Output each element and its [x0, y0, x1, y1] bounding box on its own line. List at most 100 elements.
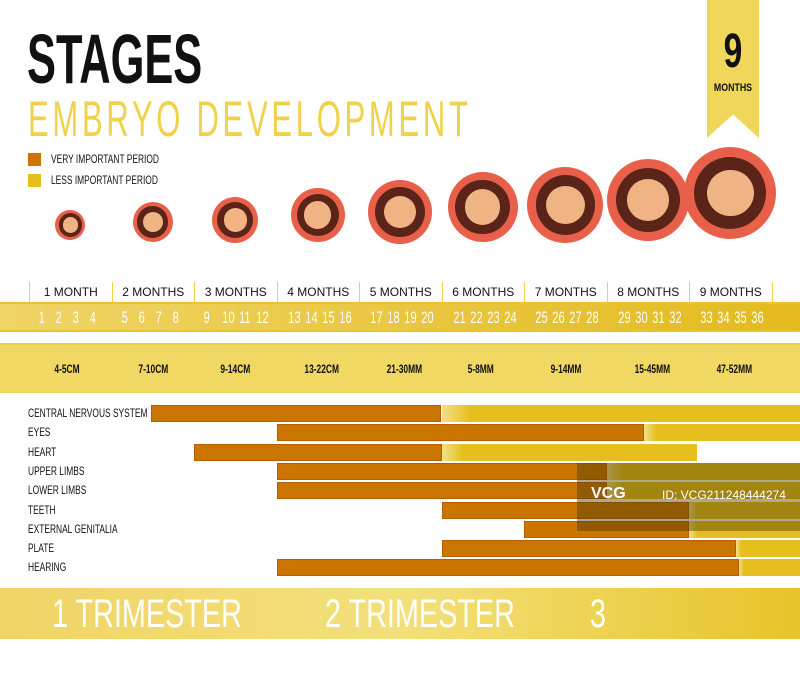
- week-number: 33: [700, 308, 712, 328]
- very-important-bar: [277, 424, 644, 441]
- size-label: 15-45MM: [634, 362, 669, 376]
- week-number: 6: [138, 308, 144, 328]
- week-number: 14: [305, 308, 317, 328]
- trimester-3-label: 3 TRIMESTER: [590, 592, 756, 682]
- week-number: 19: [404, 308, 416, 328]
- week-number: 5: [121, 308, 127, 328]
- organ-label: PLATE: [28, 541, 54, 555]
- week-number: 35: [734, 308, 746, 328]
- trimester-2-label: 2 TRIMESTER: [325, 592, 515, 637]
- embryo-icon: [55, 210, 85, 240]
- week-number: 16: [339, 308, 351, 328]
- size-label: 47-52MM: [717, 362, 752, 376]
- week-number: 15: [322, 308, 334, 328]
- page-title: STAGES: [27, 24, 202, 94]
- week-number: 9: [204, 308, 210, 328]
- size-label: 4-5CM: [54, 362, 79, 376]
- week-number: 23: [487, 308, 499, 328]
- week-number: 7: [155, 308, 161, 328]
- week-number: 2: [56, 308, 62, 328]
- organ-label: HEART: [28, 445, 56, 459]
- embryo-icon: [368, 180, 432, 244]
- week-number: 12: [256, 308, 268, 328]
- week-number: 10: [222, 308, 234, 328]
- legend-label: VERY IMPORTANT PERIOD: [51, 152, 159, 166]
- week-number: 18: [387, 308, 399, 328]
- embryo-icon: [607, 159, 689, 241]
- week-number: 11: [239, 308, 250, 328]
- organ-label: UPPER LIMBS: [28, 464, 84, 478]
- legend-swatch: [28, 174, 41, 187]
- legend-label: LESS IMPORTANT PERIOD: [51, 173, 158, 187]
- organ-label: LOWER LIMBS: [28, 483, 86, 497]
- page-subtitle: EMBRYO DEVELOPMENT: [28, 94, 472, 144]
- week-number: 26: [552, 308, 564, 328]
- week-number: 27: [569, 308, 581, 328]
- ribbon-number: 9: [715, 28, 751, 76]
- month-label: 9 MONTHS: [689, 282, 772, 302]
- legend-swatch: [28, 153, 41, 166]
- organ-label: EYES: [28, 425, 50, 439]
- week-number: 1: [39, 308, 45, 328]
- embryo-icon: [684, 147, 776, 239]
- month-divider: [772, 282, 773, 302]
- less-important-bar: [739, 559, 800, 576]
- month-label: 3 MONTHS: [194, 282, 277, 302]
- week-number: 21: [453, 308, 465, 328]
- ribbon-label: MONTHS: [712, 82, 754, 94]
- week-number: 36: [751, 308, 763, 328]
- very-important-bar: [194, 444, 442, 461]
- very-important-bar: [277, 463, 607, 480]
- watermark: VCG ID: VCG211248444274: [577, 463, 800, 531]
- trimester-band: 1 TRIMESTER 2 TRIMESTER 3 TRIMESTER: [0, 588, 800, 639]
- week-number: 20: [421, 308, 433, 328]
- size-label: 5-8MM: [467, 362, 493, 376]
- less-important-bar: [442, 444, 698, 461]
- week-number: 28: [586, 308, 598, 328]
- months-ribbon: 9 MONTHS: [707, 0, 759, 138]
- week-number: 34: [717, 308, 729, 328]
- size-label: 9-14CM: [220, 362, 250, 376]
- embryo-icon: [291, 188, 345, 242]
- organ-label: EXTERNAL GENITALIA: [28, 522, 118, 536]
- organ-label: CENTRAL NERVOUS SYSTEM: [28, 406, 147, 420]
- week-number: 8: [172, 308, 178, 328]
- trimester-1-label: 1 TRIMESTER: [52, 592, 242, 637]
- very-important-bar: [277, 482, 607, 499]
- size-label: 21-30MM: [387, 362, 422, 376]
- less-important-bar: [736, 540, 800, 557]
- legend-less-important: LESS IMPORTANT PERIOD: [28, 173, 204, 187]
- watermark-brand: VCG: [591, 485, 626, 503]
- week-number: 17: [370, 308, 382, 328]
- week-number: 13: [288, 308, 300, 328]
- month-label: 6 MONTHS: [442, 282, 525, 302]
- size-label: 9-14MM: [551, 362, 582, 376]
- week-number: 25: [535, 308, 547, 328]
- legend-very-important: VERY IMPORTANT PERIOD: [28, 152, 205, 166]
- week-number: 3: [73, 308, 79, 328]
- very-important-bar: [277, 559, 739, 576]
- week-number: 4: [90, 308, 96, 328]
- organ-label: HEARING: [28, 560, 66, 574]
- month-label: 7 MONTHS: [524, 282, 607, 302]
- month-label: 4 MONTHS: [277, 282, 360, 302]
- watermark-id: ID: VCG211248444274: [662, 488, 786, 502]
- very-important-bar: [442, 540, 737, 557]
- month-label: 2 MONTHS: [112, 282, 195, 302]
- less-important-bar: [442, 405, 800, 422]
- organ-label: TEETH: [28, 503, 56, 517]
- month-label: 5 MONTHS: [359, 282, 442, 302]
- week-number: 29: [618, 308, 630, 328]
- week-number: 31: [652, 308, 664, 328]
- embryo-icon: [527, 167, 603, 243]
- size-label: 7-10CM: [138, 362, 168, 376]
- embryo-icon: [212, 197, 258, 243]
- embryo-icon: [448, 172, 518, 242]
- very-important-bar: [151, 405, 441, 422]
- week-number: 32: [669, 308, 681, 328]
- week-number: 22: [470, 308, 482, 328]
- embryo-icon: [133, 202, 173, 242]
